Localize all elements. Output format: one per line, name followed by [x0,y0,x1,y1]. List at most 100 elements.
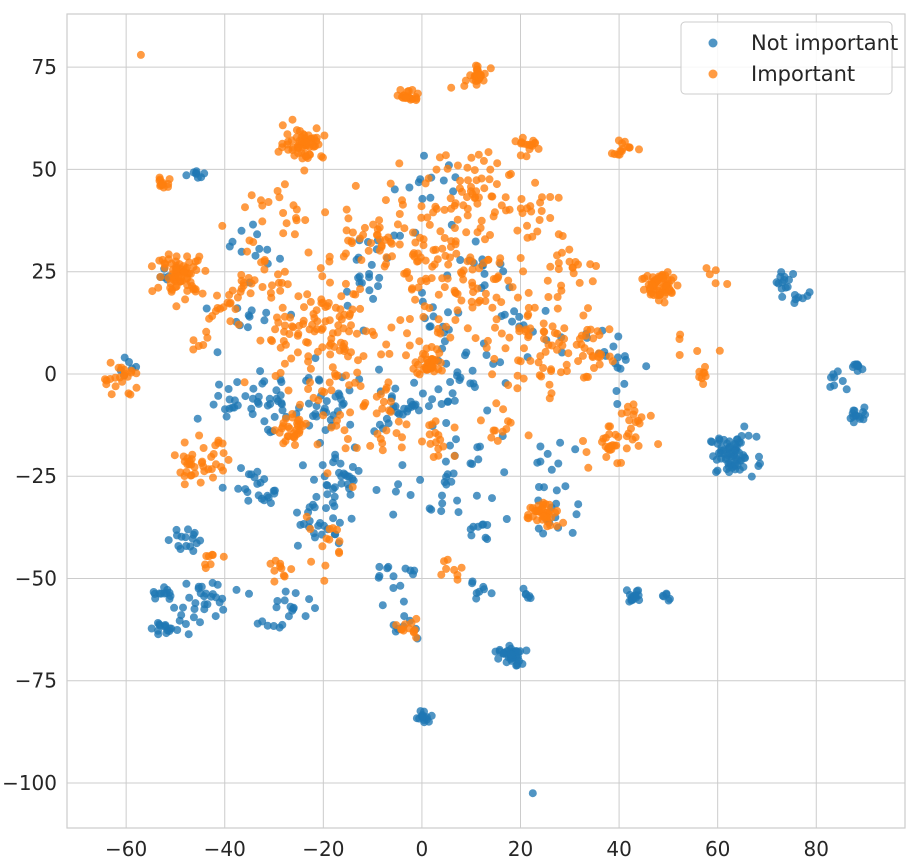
scatter-point [185,593,194,602]
scatter-point [396,316,405,325]
scatter-point [412,96,421,105]
scatter-point [462,228,471,237]
scatter-point [466,459,475,468]
scatter-point [574,357,583,366]
scatter-point [334,321,343,330]
scatter-point [266,559,275,568]
scatter-point [170,603,179,612]
scatter-point [617,409,626,418]
scatter-point [237,464,245,473]
scatter-point [398,433,406,442]
scatter-point [483,336,492,345]
scatter-point [434,431,443,440]
scatter-point [470,383,479,392]
scatter-point [481,235,489,244]
scatter-point [475,296,484,305]
scatter-point [314,396,323,405]
scatter-point [520,344,528,353]
scatter-point [275,428,284,437]
scatter-point [185,457,194,466]
scatter-point [324,299,333,307]
scatter-point [116,373,124,382]
legend-marker-important [708,69,718,79]
scatter-point [207,465,216,474]
scatter-point [379,397,388,406]
scatter-point [606,422,614,431]
scatter-point [279,209,288,217]
scatter-point [594,353,603,361]
scatter-point [189,345,198,354]
scatter-point [554,193,563,202]
scatter-point [447,237,456,246]
scatter-point [699,380,708,388]
scatter-point [245,589,253,598]
scatter-point [374,282,382,291]
scatter-point [411,358,420,367]
scatter-point [326,278,334,287]
scatter-point [219,605,228,614]
legend: Not important Important [680,21,898,95]
scatter-point [382,340,391,349]
scatter-point [579,437,587,445]
scatter-point [524,593,532,602]
scatter-point [427,363,436,371]
scatter-point [281,321,289,330]
scatter-point [398,200,407,209]
scatter-point [179,603,187,612]
scatter-point [287,354,296,363]
scatter-point [556,438,565,447]
scatter-point [695,367,704,376]
scatter-point [179,452,188,461]
scatter-point [306,364,315,373]
series-important [101,50,732,642]
scatter-point [195,252,204,261]
scatter-point [530,303,539,312]
scatter-point [389,572,398,581]
scatter-point [346,490,355,499]
scatter-point [673,281,682,290]
scatter-point [618,145,627,153]
scatter-point [312,124,321,133]
scatter-point [420,151,428,160]
scatter-point [244,470,253,479]
scatter-point [158,179,167,188]
scatter-point [384,419,393,428]
scatter-point [463,204,472,213]
scatter-point [438,491,446,500]
scatter-point [311,604,319,613]
scatter-point [348,483,357,491]
scatter-point [675,351,684,359]
scatter-point [488,303,497,312]
scatter-point [256,336,265,345]
scatter-point [434,315,443,324]
scatter-point [482,343,491,352]
scatter-point [243,488,252,497]
scatter-point [702,264,711,273]
scatter-point [320,404,329,413]
scatter-point [476,416,485,425]
scatter-point [203,333,212,342]
scatter-point [347,348,355,357]
scatter-point [243,247,252,256]
scatter-point [183,286,192,295]
scatter-point [321,561,330,570]
scatter-point [488,370,497,379]
scatter-point [201,564,210,573]
scatter-point [396,231,404,240]
scatter-point [456,256,465,264]
scatter-point [614,332,623,341]
scatter-point [310,475,318,484]
scatter-point [356,304,365,313]
scatter-point [463,211,472,220]
scatter-point [296,520,305,529]
scatter-point [444,260,453,269]
y-tick-label: −75 [15,669,57,693]
scatter-point [405,341,414,350]
scatter-point [486,64,495,73]
scatter-point [307,557,316,566]
scatter-point [154,619,162,627]
scatter-point [513,371,522,380]
scatter-point [519,374,528,383]
scatter-point [495,258,504,267]
scatter-point [560,324,569,333]
